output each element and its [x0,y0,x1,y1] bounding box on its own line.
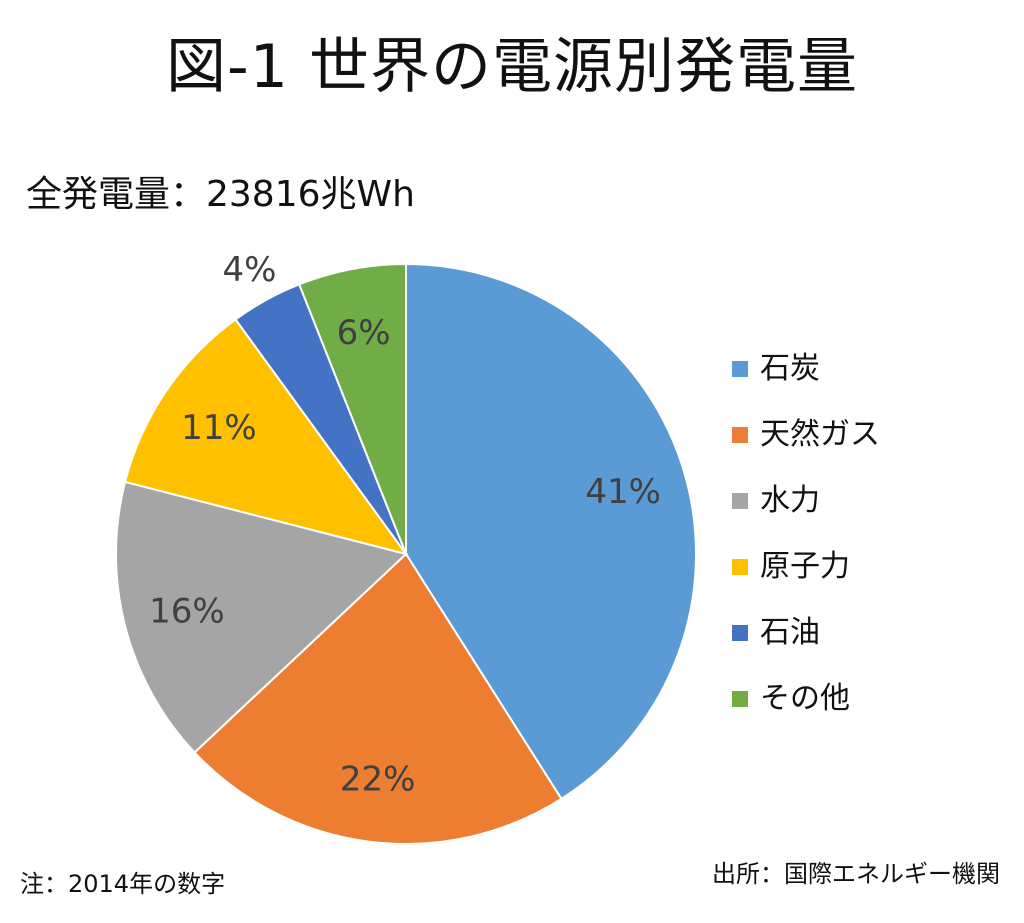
legend-swatch [732,625,748,641]
chart-title: 図-1 世界の電源別発電量 [166,32,858,102]
legend-label: 原子力 [760,549,850,584]
legend-label: 石油 [760,615,820,650]
legend-item: 天然ガス [732,402,992,468]
legend-swatch [732,361,748,377]
legend-label: 水力 [760,483,820,518]
legend-label: その他 [760,681,850,716]
pie-slice-4 [123,317,409,556]
legend-swatch [732,691,748,707]
slice-data-label: 4% [222,250,276,290]
pie-slice-6 [297,262,407,555]
legend-item: 原子力 [732,534,992,600]
legend-item: 石油 [732,600,992,666]
legend-swatch [732,493,748,509]
pie-slice-1 [405,262,697,801]
slice-data-label: 16% [149,591,225,631]
legend-label: 石炭 [760,351,820,386]
legend-swatch [732,559,748,575]
slice-data-label: 6% [337,313,391,353]
pie-slice-2 [193,552,563,845]
legend-item: 水力 [732,468,992,534]
slice-data-label: 11% [181,408,257,448]
total-generation-label: 全発電量：23816兆Wh [26,174,415,215]
footnote: 注：2014年の数字 [20,870,226,898]
slice-data-label: 41% [585,472,661,512]
legend-item: その他 [732,666,992,732]
slice-data-label: 22% [340,759,416,799]
legend-item: 石炭 [732,336,992,402]
legend-label: 天然ガス [760,417,880,452]
legend: 石炭天然ガス水力原子力石油その他 [732,336,992,732]
legend-swatch [732,427,748,443]
source-note: 出所：国際エネルギー機関 [712,860,1000,888]
pie-slice-3 [115,480,409,754]
